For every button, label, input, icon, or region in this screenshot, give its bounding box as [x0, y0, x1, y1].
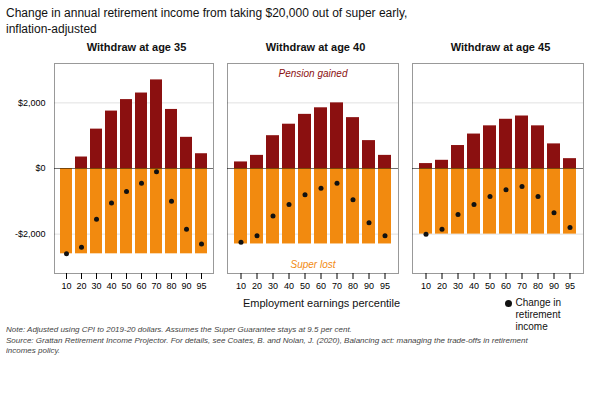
- svg-text:30: 30: [268, 281, 278, 291]
- html-text:Withdraw at age 40: Withdraw at age 40: [265, 41, 366, 54]
- svg-text:40: 40: [469, 281, 479, 291]
- svg-text:30: 30: [453, 281, 463, 291]
- svg-text:90: 90: [549, 281, 559, 291]
- svg-text:60: 60: [501, 281, 511, 291]
- svg-text:50: 50: [300, 281, 310, 291]
- svg-text:$2,000: $2,000: [18, 98, 46, 108]
- svg-text:40: 40: [284, 281, 294, 291]
- html-text:Withdraw at age 45: Withdraw at age 45: [450, 41, 551, 54]
- svg-text:95: 95: [380, 281, 390, 291]
- svg-text:10: 10: [236, 281, 246, 291]
- svg-text:80: 80: [533, 281, 543, 291]
- svg-text:95: 95: [196, 281, 206, 291]
- svg-text:95: 95: [565, 281, 575, 291]
- svg-text:30: 30: [91, 281, 101, 291]
- svg-text:10: 10: [421, 281, 431, 291]
- svg-text:50: 50: [121, 281, 131, 291]
- html-text:Withdraw at age 35: Withdraw at age 35: [86, 41, 187, 54]
- html-text:Change in annual retirement in: Change in annual retirement income from …: [6, 6, 408, 36]
- svg-text:80: 80: [166, 281, 176, 291]
- svg-text:20: 20: [437, 281, 447, 291]
- svg-text:70: 70: [517, 281, 527, 291]
- html-text:Employment earnings percentile: Employment earnings percentile: [242, 297, 401, 310]
- svg-text:-$2,000: -$2,000: [15, 229, 46, 239]
- svg-text:60: 60: [136, 281, 146, 291]
- svg-text:20: 20: [76, 281, 86, 291]
- svg-text:80: 80: [348, 281, 358, 291]
- svg-text:20: 20: [252, 281, 262, 291]
- svg-text:70: 70: [151, 281, 161, 291]
- svg-text:Pension gained: Pension gained: [279, 68, 348, 79]
- svg-text:Super lost: Super lost: [290, 259, 336, 270]
- svg-text:90: 90: [364, 281, 374, 291]
- svg-text:40: 40: [106, 281, 116, 291]
- html-text:Change in retirement income: Change in retirement income: [515, 297, 562, 333]
- svg-text:70: 70: [332, 281, 342, 291]
- html-text:Note: Adjusted using CPI to 20: Note: Adjusted using CPI to 2019-20 doll…: [6, 325, 528, 355]
- svg-text:90: 90: [181, 281, 191, 291]
- svg-text:50: 50: [485, 281, 495, 291]
- svg-text:$0: $0: [35, 164, 45, 174]
- svg-text:60: 60: [316, 281, 326, 291]
- svg-text:10: 10: [61, 281, 71, 291]
